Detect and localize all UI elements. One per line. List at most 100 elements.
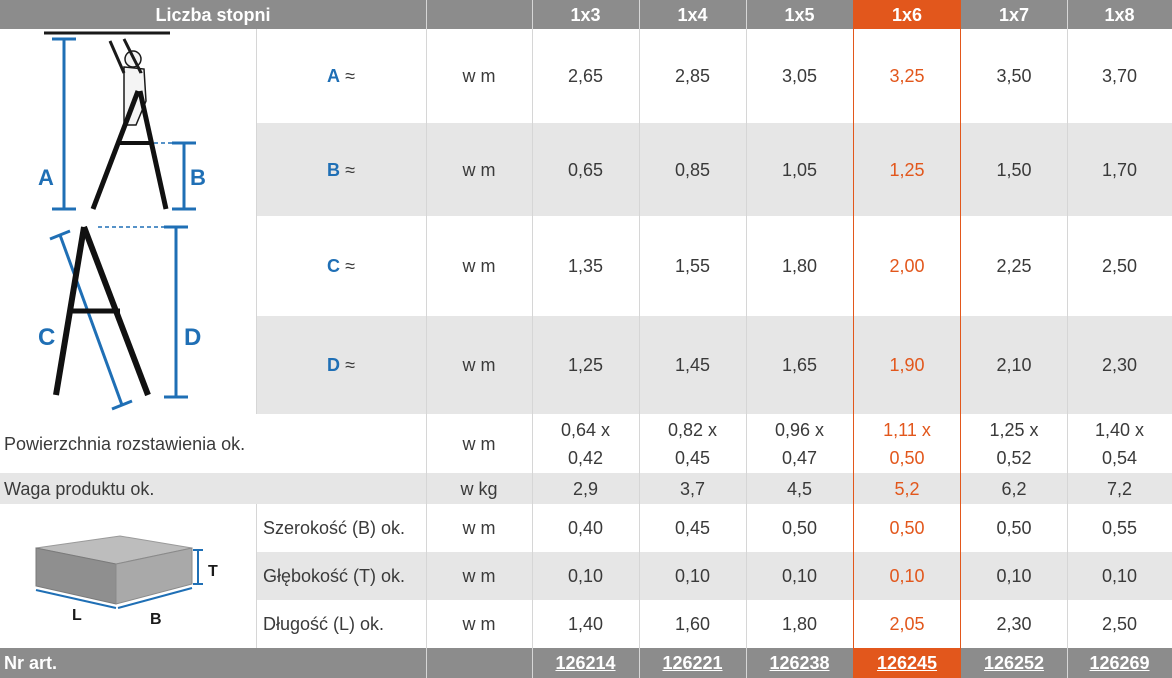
diagram-label-a: A [38,165,54,190]
article-link[interactable]: 126221 [662,653,723,673]
footer-row-bg [0,648,1172,678]
header-row-bg [0,0,1172,29]
cell-value: 1,40 [567,614,604,634]
cell-value-selected: 1,25 [889,159,925,180]
cell-value: 3,7 [679,478,706,499]
cell-value: 0,50 [996,518,1032,538]
column-header: 1x7 [998,4,1030,25]
cell-value-selected: 0,50 [889,518,925,538]
row-label-width: Szerokość (B) ok. [263,518,406,538]
cell-value: 1,60 [674,614,711,634]
row-label-surface: Powierzchnia rozstawienia ok. [4,433,246,454]
cell-value: 2,9 [572,478,599,499]
package-diagram: T L B [35,535,218,628]
unit: w m [462,66,496,86]
article-link[interactable]: 126238 [769,653,830,673]
unit: w m [462,159,496,180]
cell-value: 0,96 x 0,47 [774,419,825,468]
unit: w m [462,355,496,375]
cell-value: 1,80 [781,256,818,276]
cell-value: 1,80 [781,614,818,634]
row-label-depth: Głębokość (T) ok. [263,566,406,586]
cell-value: 2,30 [996,614,1032,634]
article-link[interactable]: 126214 [555,653,616,673]
cell-value: 0,65 [567,159,604,180]
article-link[interactable]: 126252 [983,653,1045,673]
cell-value: 1,40 x 0,54 [1094,419,1145,468]
cell-value: 2,85 [674,66,711,86]
row-d-bg [256,316,1172,414]
row-b-bg [256,123,1172,216]
cell-value: 3,05 [781,66,818,86]
cell-value-selected: 0,10 [889,566,925,586]
cell-value: 3,70 [1101,66,1138,86]
footer-label: Nr art. [4,653,58,673]
cell-value-selected: 2,00 [889,256,925,276]
cell-value-selected: 2,05 [889,614,925,634]
diagram-label-box-b: B [150,611,162,628]
cell-value: 2,10 [996,355,1032,375]
cell-value: 4,5 [786,478,813,499]
diagram-label-t: T [208,563,218,580]
cell-value: 0,10 [996,566,1032,586]
row-label-c: C ≈ [327,256,355,276]
cell-value: 1,45 [674,355,711,375]
cell-value: 2,30 [1101,355,1138,375]
article-link-selected[interactable]: 126245 [876,653,938,673]
cell-value: 0,10 [567,566,604,586]
cell-value: 1,25 x 0,52 [989,419,1039,468]
cell-value-selected: 1,90 [889,355,925,375]
column-header: 1x4 [677,4,708,25]
cell-value-selected: 5,2 [894,478,920,499]
cell-value: 0,10 [1101,566,1138,586]
article-link[interactable]: 126269 [1089,653,1150,673]
cell-value: 0,10 [674,566,711,586]
cell-value: 1,55 [674,256,711,276]
row-label-d: D ≈ [327,355,355,375]
column-header: 1x3 [570,4,601,25]
table-title: Liczba stopni [155,4,271,25]
diagram-label-c: C [38,324,55,351]
diagram-label-d: D [184,324,201,351]
cell-value: 0,64 x 0,42 [560,419,611,468]
cell-value: 1,05 [781,159,818,180]
cell-value: 1,50 [996,159,1032,180]
cell-value: 1,25 [567,355,604,375]
cell-value: 2,25 [996,256,1032,276]
row-label-a: A ≈ [327,66,355,86]
cell-value: 1,65 [781,355,818,375]
unit: w m [462,256,496,276]
row-label-weight: Waga produktu ok. [4,478,155,499]
cell-value: 7,2 [1106,478,1133,499]
column-header-selected: 1x6 [891,4,923,25]
ladder-diagram: A B C D [38,31,206,411]
cell-value: 0,85 [674,159,711,180]
selected-header-bg [853,0,961,29]
row-label-b: B ≈ [327,159,355,180]
cell-value: 0,40 [567,518,604,538]
cell-value: 2,50 [1101,614,1138,634]
cell-value: 2,65 [567,66,604,86]
row-depth-bg [256,552,1172,600]
cell-value: 0,10 [781,566,818,586]
diagram-label-b: B [190,165,206,190]
cell-value: 1,35 [567,256,604,276]
cell-value: 3,50 [996,66,1032,86]
cell-value: 2,50 [1101,256,1138,276]
cell-value: 0,55 [1101,518,1138,538]
diagram-label-l: L [72,607,82,624]
cell-value: 0,45 [674,518,711,538]
unit: w m [462,614,496,634]
row-weight-bg [0,473,1172,504]
selected-column-outline [853,29,961,648]
unit: w m [462,566,496,586]
row-label-length: Długość (L) ok. [263,614,385,634]
column-header: 1x5 [784,4,815,25]
selected-footer-bg [853,648,961,678]
cell-value: 1,70 [1101,159,1138,180]
cell-value: 0,82 x 0,45 [667,419,718,468]
cell-value: 0,50 [781,518,818,538]
cell-value-selected: 1,11 x 0,50 [883,419,931,468]
cell-value: 6,2 [1001,478,1027,499]
